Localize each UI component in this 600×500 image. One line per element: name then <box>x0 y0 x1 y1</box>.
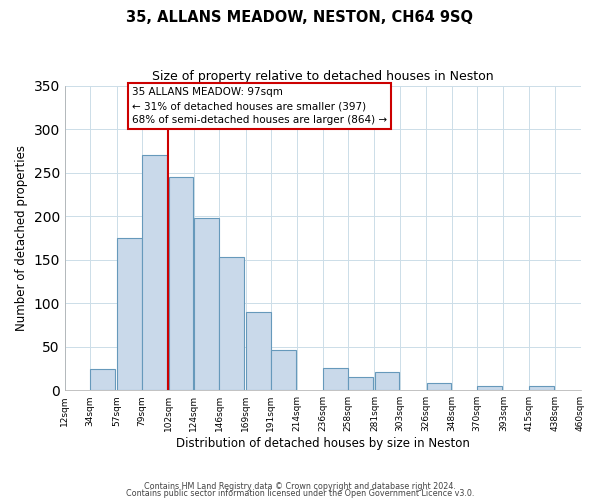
Y-axis label: Number of detached properties: Number of detached properties <box>15 145 28 331</box>
Bar <box>271 350 296 390</box>
Text: 35, ALLANS MEADOW, NESTON, CH64 9SQ: 35, ALLANS MEADOW, NESTON, CH64 9SQ <box>127 10 473 25</box>
X-axis label: Distribution of detached houses by size in Neston: Distribution of detached houses by size … <box>176 437 470 450</box>
Bar <box>375 372 400 390</box>
Bar <box>142 155 167 390</box>
Bar <box>220 257 244 390</box>
Text: Contains public sector information licensed under the Open Government Licence v3: Contains public sector information licen… <box>126 490 474 498</box>
Bar <box>169 177 193 390</box>
Bar <box>529 386 554 390</box>
Bar <box>323 368 347 390</box>
Text: Contains HM Land Registry data © Crown copyright and database right 2024.: Contains HM Land Registry data © Crown c… <box>144 482 456 491</box>
Bar <box>91 370 115 390</box>
Bar <box>194 218 219 390</box>
Bar <box>246 312 271 390</box>
Bar <box>427 383 451 390</box>
Bar <box>477 386 502 390</box>
Text: 35 ALLANS MEADOW: 97sqm
← 31% of detached houses are smaller (397)
68% of semi-d: 35 ALLANS MEADOW: 97sqm ← 31% of detache… <box>132 87 387 125</box>
Title: Size of property relative to detached houses in Neston: Size of property relative to detached ho… <box>152 70 493 83</box>
Bar <box>348 377 373 390</box>
Bar <box>117 238 142 390</box>
